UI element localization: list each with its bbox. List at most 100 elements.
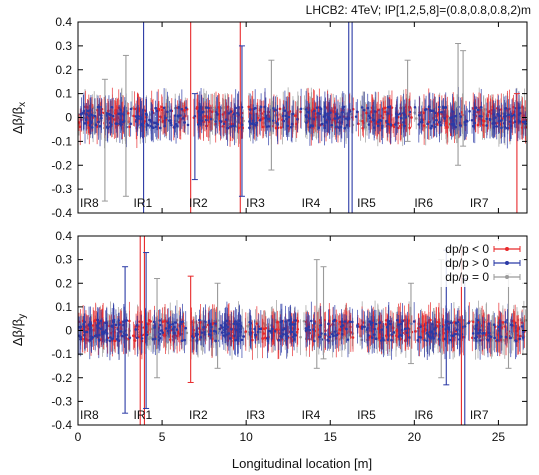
data-point <box>94 318 97 322</box>
data-point <box>198 318 201 322</box>
data-point <box>81 337 84 341</box>
data-point <box>171 322 175 326</box>
data-point <box>340 320 344 323</box>
data-point <box>118 122 122 126</box>
data-point <box>227 112 231 115</box>
data-point <box>284 114 288 118</box>
data-point <box>174 321 177 324</box>
data-point <box>181 117 185 120</box>
x-tick-label: 25 <box>492 430 506 444</box>
data-point <box>323 105 327 109</box>
data-point <box>349 325 352 329</box>
data-point <box>83 122 87 125</box>
data-point <box>305 121 308 124</box>
data-point <box>158 332 162 336</box>
data-point <box>414 330 417 333</box>
data-point <box>412 320 416 323</box>
data-point <box>360 325 364 329</box>
data-point <box>405 331 409 335</box>
data-point <box>153 121 157 125</box>
data-point <box>126 111 130 115</box>
x-tick-label: 15 <box>324 430 338 444</box>
data-point <box>423 338 426 342</box>
data-point <box>248 108 252 111</box>
y-tick-label: -0.3 <box>51 394 72 408</box>
y-tick-label: -0.2 <box>51 158 72 172</box>
data-point <box>386 122 390 126</box>
data-point <box>459 124 463 127</box>
data-point <box>299 110 302 114</box>
data-point <box>191 336 195 340</box>
data-point <box>387 120 391 124</box>
data-point <box>160 108 164 112</box>
data-point <box>450 321 453 325</box>
data-point <box>385 334 388 337</box>
data-point <box>99 319 103 323</box>
data-point <box>431 109 435 113</box>
data-point <box>517 326 520 330</box>
y-tick-label: 0.2 <box>55 63 72 77</box>
data-point <box>389 123 393 127</box>
data-point <box>278 107 282 111</box>
panel-x-ylabel-sub: x <box>17 102 28 107</box>
data-point <box>319 323 323 327</box>
data-point <box>414 117 418 120</box>
data-point <box>435 118 438 122</box>
data-point <box>456 328 459 331</box>
data-point <box>351 336 355 339</box>
data-point <box>330 123 334 127</box>
data-point <box>207 106 210 110</box>
data-point <box>208 109 211 112</box>
data-point <box>501 321 505 324</box>
data-point <box>198 106 202 110</box>
data-point <box>485 117 489 121</box>
data-point <box>234 338 237 342</box>
data-point <box>195 105 199 109</box>
panel-x-y-ticks: 0.4 0.3 0.2 0.1 0 -0.1 -0.2 -0.3 -0.4 <box>51 15 527 220</box>
data-point <box>299 335 302 339</box>
data-point <box>152 320 156 324</box>
data-point <box>345 123 349 127</box>
y-tick-label: 0.3 <box>55 253 72 267</box>
data-point <box>495 125 499 128</box>
data-point <box>417 123 421 126</box>
data-point <box>361 126 365 130</box>
data-point <box>226 126 229 130</box>
data-point <box>148 118 151 122</box>
data-point <box>110 105 114 109</box>
data-point <box>449 116 452 120</box>
data-point <box>367 123 371 126</box>
data-point <box>419 120 423 124</box>
data-point <box>471 332 475 335</box>
data-point <box>79 325 83 329</box>
data-point <box>162 334 166 337</box>
data-point <box>224 323 228 327</box>
data-point <box>242 335 246 338</box>
data-point <box>173 125 176 128</box>
data-point <box>369 335 372 338</box>
data-point <box>363 325 366 329</box>
data-point <box>313 322 316 325</box>
data-point <box>443 117 446 120</box>
panel-y-data <box>77 236 527 425</box>
data-point <box>344 117 348 120</box>
legend: dp/p < 0dp/p > 0dp/p = 0 <box>416 239 524 287</box>
data-point <box>177 332 181 335</box>
data-point <box>105 338 109 342</box>
data-point <box>185 331 189 335</box>
data-point <box>426 122 429 126</box>
data-point <box>166 329 170 333</box>
data-point <box>471 320 475 324</box>
data-point <box>279 335 283 338</box>
data-point <box>184 106 188 110</box>
ir-label: IR2 <box>189 196 208 210</box>
data-point <box>476 332 480 335</box>
data-point <box>506 126 509 130</box>
data-point <box>231 124 234 128</box>
data-point <box>304 114 308 117</box>
data-point <box>209 333 213 337</box>
data-point <box>203 330 207 334</box>
data-point <box>296 327 300 331</box>
ir-label: IR6 <box>414 196 433 210</box>
